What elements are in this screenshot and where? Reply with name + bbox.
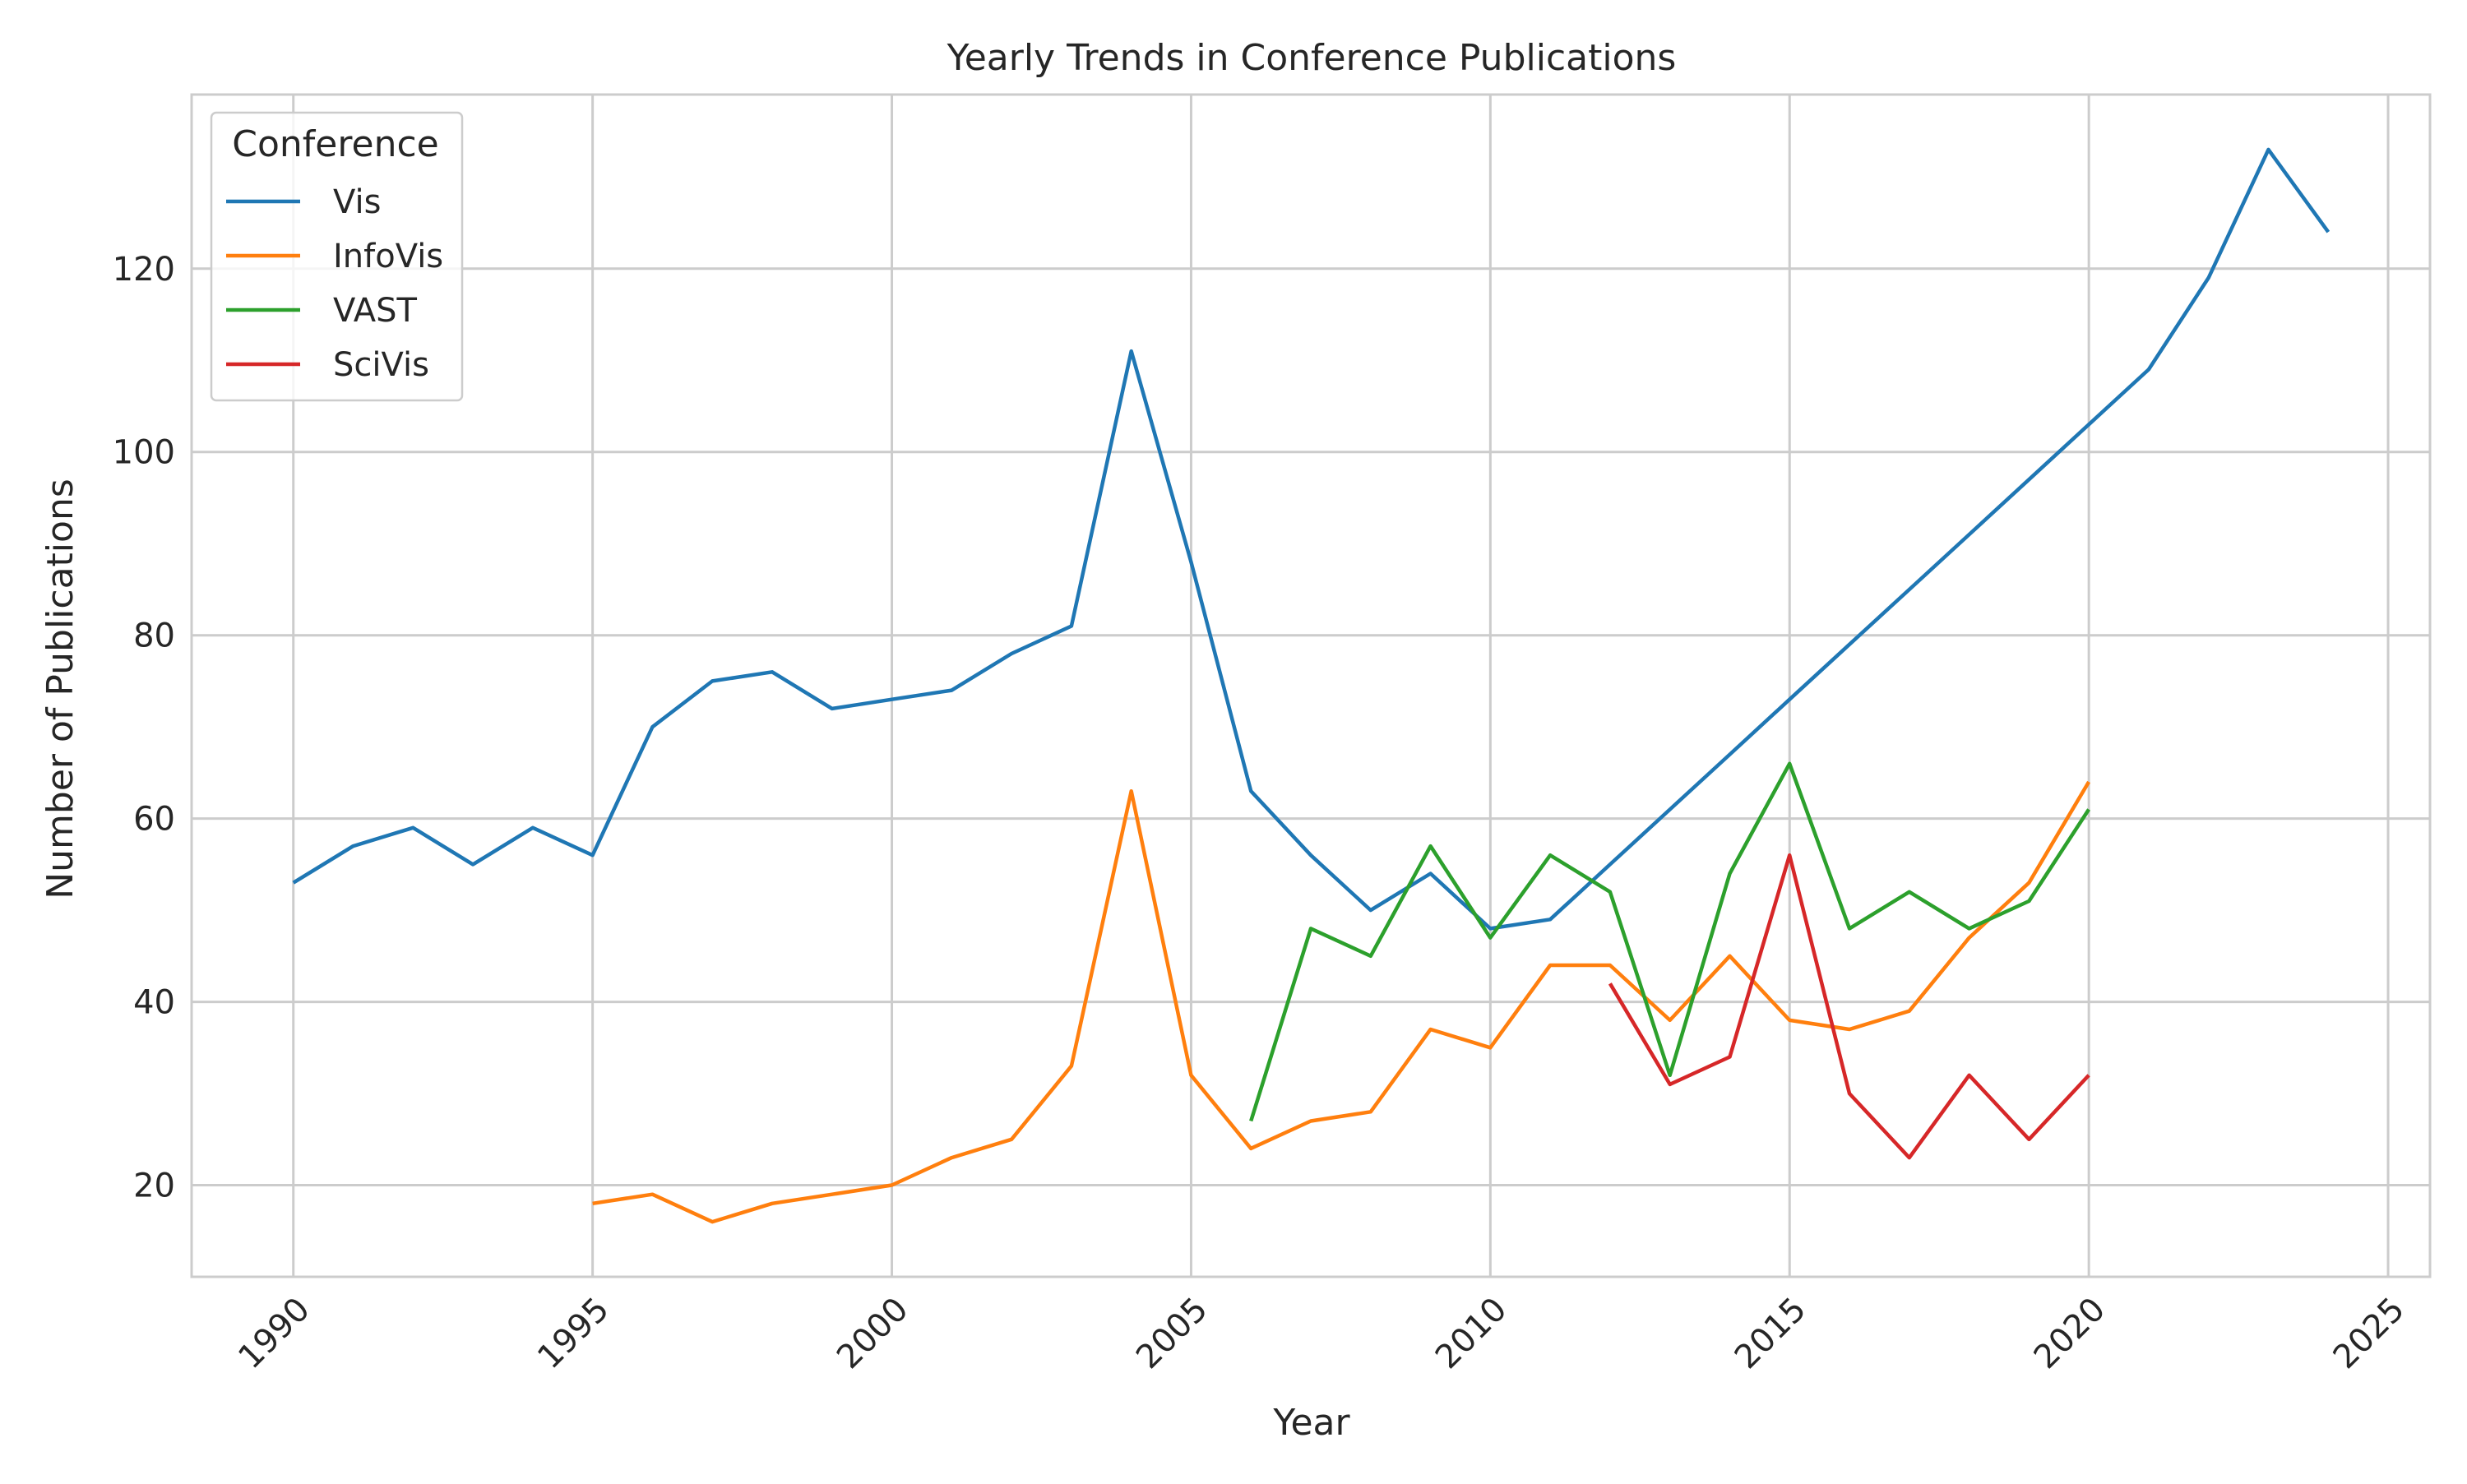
series-line-vast xyxy=(1249,761,2090,1122)
legend-label-infovis: InfoVis xyxy=(333,238,443,275)
y-tick-label: 100 xyxy=(113,434,175,472)
y-tick-label: 40 xyxy=(133,984,175,1022)
legend-label-scivis: SciVis xyxy=(333,346,429,384)
legend: Conference Vis InfoVis VAST SciVis xyxy=(210,111,464,402)
legend-title: Conference xyxy=(232,123,438,165)
series-line-scivis xyxy=(1608,853,2090,1160)
legend-items: Vis InfoVis VAST SciVis xyxy=(226,183,443,384)
plot-frame xyxy=(190,93,2432,1278)
y-tick-label: 80 xyxy=(133,617,175,655)
legend-label-vis: Vis xyxy=(333,183,381,221)
x-axis-label: Year xyxy=(1272,1402,1350,1444)
y-axis-ticks: 20 40 60 80 100 120 xyxy=(113,251,175,1205)
series-line-vis xyxy=(292,147,2330,931)
legend-label-vast: VAST xyxy=(333,292,418,330)
y-tick-label: 60 xyxy=(133,801,175,839)
y-tick-label: 120 xyxy=(113,251,175,289)
y-axis-label: Number of Publications xyxy=(39,478,81,899)
gridlines xyxy=(192,95,2430,1277)
series-line-infovis xyxy=(592,780,2091,1224)
series-lines xyxy=(292,147,2330,1224)
chart-title: Yearly Trends in Conference Publications xyxy=(947,37,1677,79)
y-tick-label: 20 xyxy=(133,1167,175,1205)
legend-box xyxy=(210,111,464,402)
